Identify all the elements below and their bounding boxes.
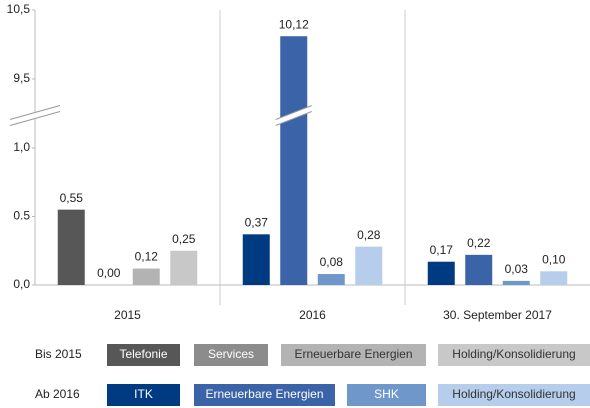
bar: [170, 250, 198, 285]
value-label: 0,28: [357, 228, 381, 242]
legend-swatch: [194, 344, 268, 366]
legend-label: Holding/Konsolidierung: [452, 387, 575, 401]
y-tick-label: 1,0: [13, 140, 30, 154]
y-tick-label: 10,5: [7, 2, 31, 16]
x-tick-label: 30. September 2017: [443, 308, 552, 322]
value-label: 10,12: [279, 17, 309, 31]
legend-swatch: [438, 384, 590, 406]
legend-swatch: [107, 384, 180, 406]
bar: [465, 254, 493, 285]
legend-label: Telefonie: [119, 347, 167, 361]
value-label: 0,55: [60, 191, 84, 205]
bar: [540, 271, 568, 285]
axis-break-line: [275, 111, 312, 126]
bar: [502, 280, 530, 285]
legend-row-label: Bis 2015: [35, 347, 82, 361]
legend-label: ITK: [134, 387, 153, 401]
value-label: 0,08: [320, 255, 344, 269]
legend-swatch: [281, 344, 426, 366]
value-label: 0,03: [505, 262, 529, 276]
axis-break: [275, 105, 312, 126]
value-label: 0,37: [245, 215, 269, 229]
legend-row-label: Ab 2016: [35, 387, 80, 401]
bar: [132, 268, 160, 285]
bar: [280, 36, 308, 285]
bar: [57, 209, 85, 285]
legend-label: SHK: [374, 387, 399, 401]
axis-break: [10, 105, 60, 126]
legend-swatch: [107, 344, 180, 366]
legend-label: Services: [208, 347, 254, 361]
y-tick-label: 9,5: [13, 71, 30, 85]
y-tick-label: 0,0: [13, 277, 30, 291]
value-label: 0,17: [430, 243, 454, 257]
value-label: 0,12: [135, 250, 159, 264]
bar: [317, 274, 345, 285]
legend-swatch: [194, 384, 335, 406]
x-tick-label: 2016: [299, 308, 326, 322]
legend-label: Holding/Konsolidierung: [452, 347, 575, 361]
bar: [427, 261, 455, 285]
y-tick-label: 0.5: [13, 209, 30, 223]
legend-label: Erneuerbare Energien: [294, 347, 412, 361]
legend-label: Erneuerbare Energien: [205, 387, 323, 401]
value-label: 0,22: [467, 236, 491, 250]
axis-break-line: [275, 105, 312, 120]
legend-swatch: [438, 344, 590, 366]
legend-swatch: [347, 384, 426, 406]
value-label: 0,25: [172, 232, 196, 246]
value-label: 0,10: [542, 252, 566, 266]
bar: [355, 246, 383, 285]
value-label: 0,00: [97, 266, 121, 280]
x-tick-label: 2015: [114, 308, 141, 322]
axis-break-line: [9, 111, 61, 126]
axis-break-line: [9, 105, 61, 120]
bar: [242, 234, 270, 285]
